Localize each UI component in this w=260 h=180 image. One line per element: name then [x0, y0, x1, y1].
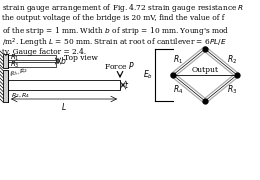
- Text: of the strip = 1 mm. Width $b$ of strip = 10 mm. Young's mod: of the strip = 1 mm. Width $b$ of strip …: [2, 25, 229, 37]
- Text: Output: Output: [192, 66, 218, 73]
- Bar: [8, 62, 56, 67]
- Text: $R_3$: $R_3$: [227, 84, 237, 96]
- Text: $R_4$: $R_4$: [173, 84, 183, 96]
- Text: $R_3$: $R_3$: [10, 59, 20, 70]
- Bar: [3, 70, 8, 102]
- Text: ty. Gauge factor = 2.4.: ty. Gauge factor = 2.4.: [2, 48, 86, 56]
- Text: $t$: $t$: [125, 80, 130, 91]
- Bar: [3, 54, 8, 68]
- Text: $R_1, R_2$: $R_1, R_2$: [9, 66, 30, 79]
- Bar: [8, 80, 120, 90]
- Text: $R_1$: $R_1$: [173, 54, 183, 66]
- Text: $R_1$: $R_1$: [10, 52, 20, 63]
- Text: $b$: $b$: [60, 55, 66, 66]
- Text: $L$: $L$: [61, 100, 67, 111]
- Text: strain gauge arrangement of Fig. 4.72 strain gauge resistance $R$: strain gauge arrangement of Fig. 4.72 st…: [2, 2, 244, 14]
- Text: $E_b$: $E_b$: [143, 69, 153, 81]
- Bar: [8, 55, 56, 60]
- Text: /m$^2$. Length $L$ = 50 mm. Strain at root of cantilever = 6$PL/E$: /m$^2$. Length $L$ = 50 mm. Strain at ro…: [2, 37, 227, 50]
- Text: Force $P$: Force $P$: [104, 60, 135, 71]
- Text: Top view: Top view: [64, 53, 98, 62]
- Text: the output voltage of the bridge is 20 mV, find the value of f: the output voltage of the bridge is 20 m…: [2, 14, 224, 21]
- Text: $R_2, R_4$: $R_2, R_4$: [11, 91, 30, 100]
- Text: $R_2$: $R_2$: [227, 54, 237, 66]
